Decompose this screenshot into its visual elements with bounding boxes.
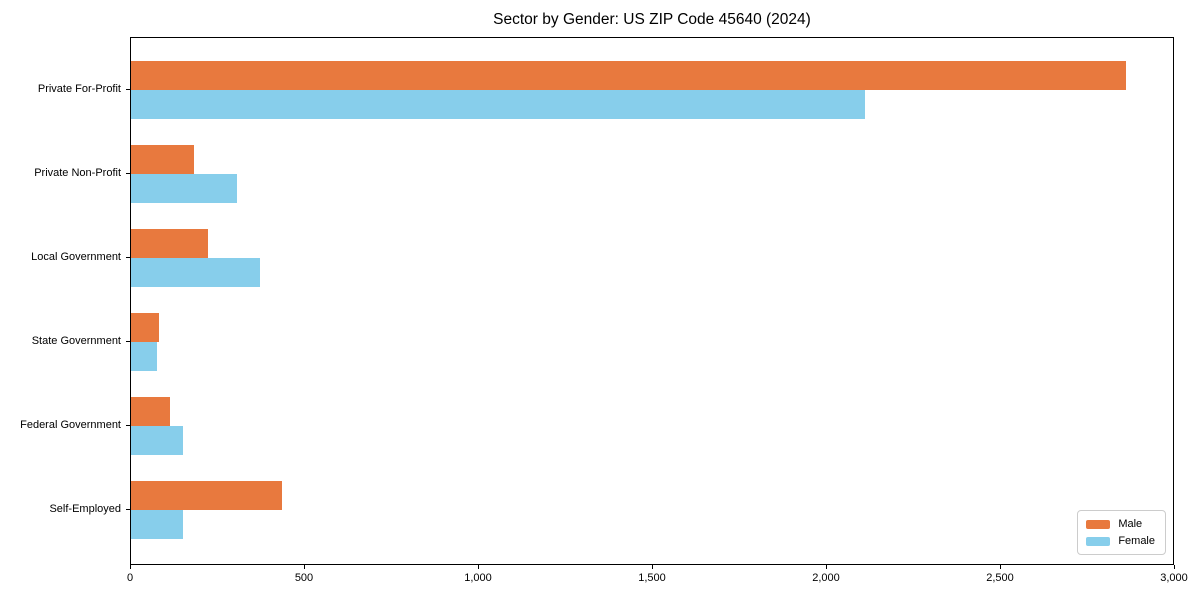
y-tick-mark	[126, 509, 130, 510]
y-tick-mark	[126, 257, 130, 258]
legend-swatch-female	[1086, 536, 1111, 546]
bar-male-0	[131, 61, 1126, 90]
y-tick-label-2: Local Government	[31, 251, 121, 263]
x-tick-mark	[304, 565, 305, 569]
x-tick-label-3: 1,500	[638, 572, 666, 584]
legend-item-male: Male	[1086, 518, 1155, 530]
bar-male-5	[131, 481, 282, 510]
legend: Male Female	[1077, 510, 1166, 555]
y-tick-mark	[126, 425, 130, 426]
y-tick-label-5: Self-Employed	[49, 503, 121, 515]
x-tick-mark	[130, 565, 131, 569]
y-tick-mark	[126, 89, 130, 90]
x-tick-label-0: 0	[126, 572, 134, 584]
legend-label: Female	[1118, 535, 1155, 547]
x-tick-label-6: 3,000	[1160, 572, 1188, 584]
x-tick-mark	[1174, 565, 1175, 569]
plot-area: Male Female	[130, 37, 1174, 565]
bar-female-5	[131, 510, 183, 539]
x-tick-label-1: 500	[294, 572, 314, 584]
bar-female-4	[131, 426, 183, 455]
bar-male-3	[131, 313, 159, 342]
x-tick-mark	[1000, 565, 1001, 569]
y-tick-label-4: Federal Government	[20, 419, 121, 431]
chart-title: Sector by Gender: US ZIP Code 45640 (202…	[493, 11, 811, 28]
legend-label: Male	[1118, 518, 1143, 530]
x-tick-label-4: 2,000	[812, 572, 840, 584]
legend-swatch-male	[1086, 519, 1111, 529]
x-tick-label-2: 1,000	[464, 572, 492, 584]
y-tick-label-1: Private Non-Profit	[34, 167, 121, 179]
bar-female-1	[131, 174, 237, 203]
x-tick-label-5: 2,500	[986, 572, 1014, 584]
legend-item-female: Female	[1086, 535, 1155, 547]
y-tick-mark	[126, 173, 130, 174]
bar-female-0	[131, 90, 865, 119]
y-tick-label-3: State Government	[31, 335, 121, 347]
bar-male-1	[131, 145, 194, 174]
y-tick-mark	[126, 341, 130, 342]
x-tick-mark	[826, 565, 827, 569]
bar-male-2	[131, 229, 208, 258]
y-tick-label-0: Private For-Profit	[37, 83, 121, 95]
bar-male-4	[131, 397, 170, 426]
bar-female-3	[131, 342, 157, 371]
x-tick-mark	[652, 565, 653, 569]
bar-female-2	[131, 258, 260, 287]
x-tick-mark	[478, 565, 479, 569]
